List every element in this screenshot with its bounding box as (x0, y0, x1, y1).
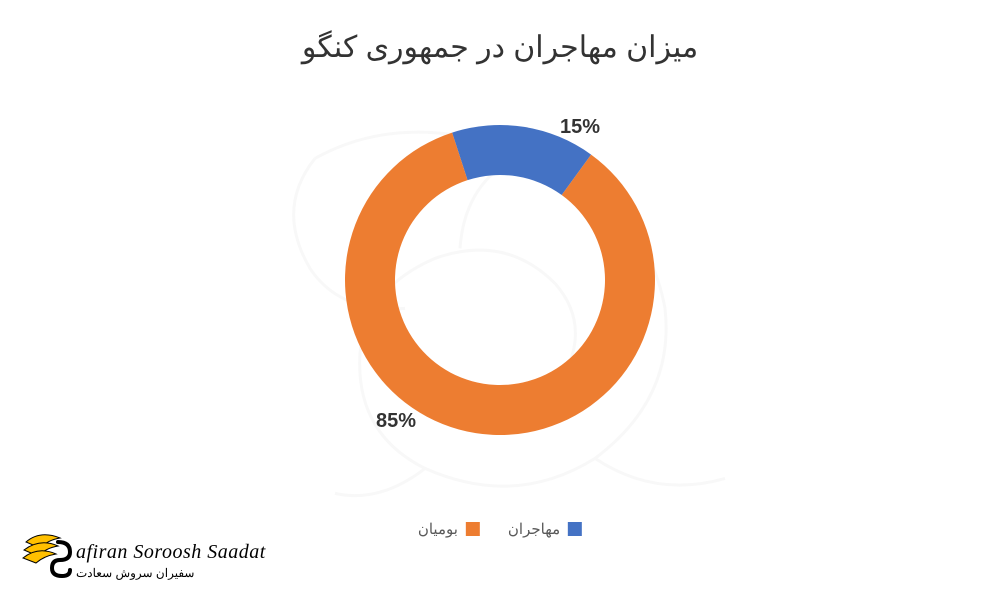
legend-item-1: بومیان (418, 520, 480, 538)
donut-slice-1 (345, 133, 655, 435)
chart-title: میزان مهاجران در جمهوری کنگو (0, 30, 1000, 65)
data-label-slice-1: 85% (376, 410, 416, 433)
donut-svg (340, 120, 660, 440)
donut-chart (340, 120, 660, 440)
legend-label-1: بومیان (418, 520, 458, 538)
logo-emblem-icon (20, 528, 72, 580)
legend-item-0: مهاجران (508, 520, 582, 538)
legend: مهاجران بومیان (418, 520, 582, 538)
data-label-slice-0: 15% (560, 116, 600, 139)
logo-main-text: afiran Soroosh Saadat (76, 541, 266, 564)
legend-swatch-1 (466, 522, 480, 536)
logo-sub-text: سفیران سروش سعادت (76, 566, 266, 580)
legend-swatch-0 (568, 522, 582, 536)
brand-logo: afiran Soroosh Saadat سفیران سروش سعادت (20, 528, 266, 580)
legend-label-0: مهاجران (508, 520, 560, 538)
